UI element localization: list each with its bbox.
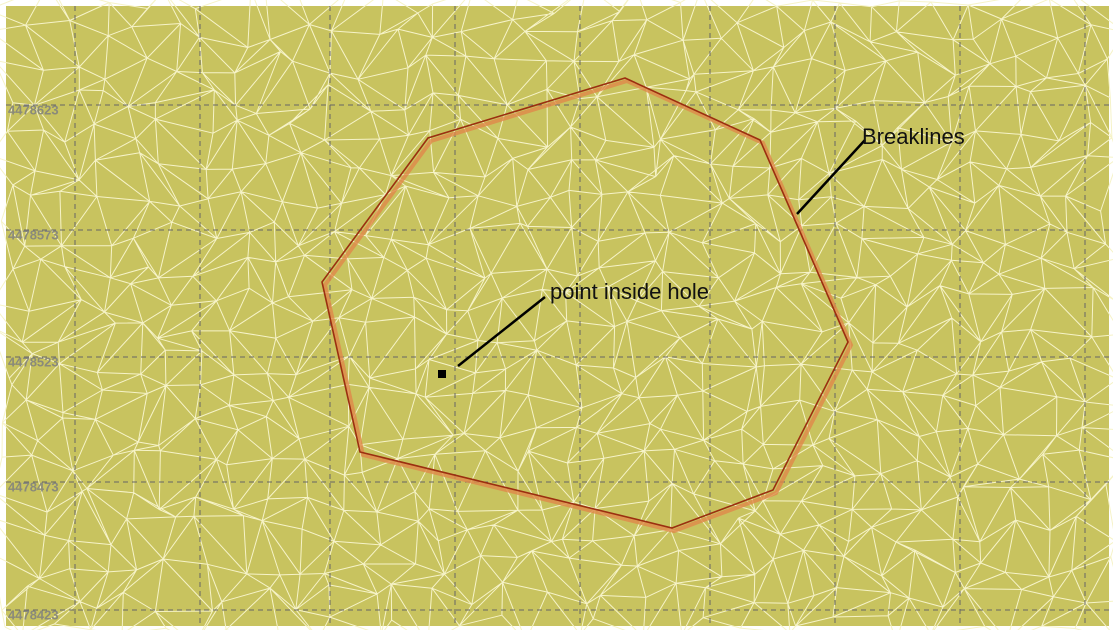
annotation: Breaklines <box>862 124 965 149</box>
page: 4478623 4478573 4478523 4478473 4478423 Brea… <box>0 0 1113 630</box>
coordinate-label: 4478573 <box>8 227 59 242</box>
coordinate-label: 4478423 <box>8 607 59 622</box>
annotation: point inside hole <box>550 279 709 304</box>
tin-view: 4478623 4478573 4478523 4478473 4478423 Brea… <box>0 0 1113 630</box>
coordinate-label: 4478473 <box>8 479 59 494</box>
coordinate-label: 4478523 <box>8 354 59 369</box>
point-marker <box>438 370 446 378</box>
coordinate-label: 4478623 <box>8 102 59 117</box>
